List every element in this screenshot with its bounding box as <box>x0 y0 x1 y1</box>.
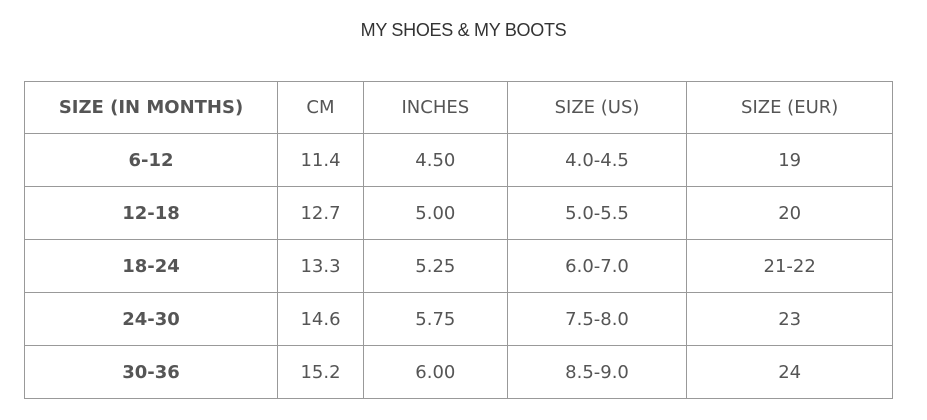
table-cell: 5.00 <box>362 186 508 240</box>
table-row: 18-24 13.3 5.25 6.0-7.0 21-22 <box>24 239 893 293</box>
table-cell: 15.2 <box>277 345 364 399</box>
table-cell: 4.50 <box>362 133 508 187</box>
column-header: INCHES <box>362 81 508 134</box>
table-row: 24-30 14.6 5.75 7.5-8.0 23 <box>24 292 893 346</box>
table-row: 30-36 15.2 6.00 8.5-9.0 24 <box>24 345 893 399</box>
table-cell: 5.75 <box>362 292 508 346</box>
size-chart-table: SIZE (IN MONTHS) CM INCHES SIZE (US) SIZ… <box>24 81 893 399</box>
column-header: SIZE (IN MONTHS) <box>24 81 278 134</box>
column-header: SIZE (US) <box>506 81 688 134</box>
table-cell: 8.5-9.0 <box>506 345 688 399</box>
column-header: CM <box>277 81 364 134</box>
table-cell: 5.0-5.5 <box>506 186 688 240</box>
table-cell: 23 <box>686 292 893 346</box>
table-cell: 6.00 <box>362 345 508 399</box>
column-header: SIZE (EUR) <box>686 81 893 134</box>
table-cell: 4.0-4.5 <box>506 133 688 187</box>
table-cell: 11.4 <box>277 133 364 187</box>
table-cell: 12.7 <box>277 186 364 240</box>
table-cell: 13.3 <box>277 239 364 293</box>
table-row: 6-12 11.4 4.50 4.0-4.5 19 <box>24 133 893 187</box>
table-cell: 6-12 <box>24 133 278 187</box>
table-cell: 20 <box>686 186 893 240</box>
table-row: 12-18 12.7 5.00 5.0-5.5 20 <box>24 186 893 240</box>
table-cell: 18-24 <box>24 239 278 293</box>
table-cell: 5.25 <box>362 239 508 293</box>
table-cell: 24-30 <box>24 292 278 346</box>
table-cell: 30-36 <box>24 345 278 399</box>
table-cell: 7.5-8.0 <box>506 292 688 346</box>
table-cell: 21-22 <box>686 239 893 293</box>
table-cell: 14.6 <box>277 292 364 346</box>
page-title: MY SHOES & MY BOOTS <box>360 20 567 40</box>
table-cell: 12-18 <box>24 186 278 240</box>
table-cell: 24 <box>686 345 893 399</box>
header-row: SIZE (IN MONTHS) CM INCHES SIZE (US) SIZ… <box>24 81 893 134</box>
table-cell: 6.0-7.0 <box>506 239 688 293</box>
table-cell: 19 <box>686 133 893 187</box>
